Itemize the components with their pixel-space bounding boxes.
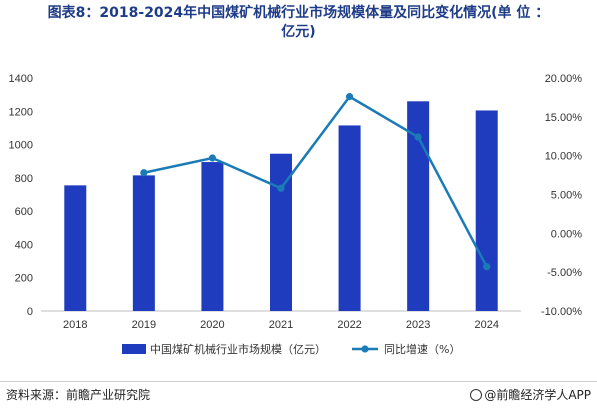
y-right-tick-label: 10.00%	[545, 151, 583, 163]
bar	[132, 175, 155, 311]
bar	[338, 125, 361, 311]
chart-title: 图表8：2018-2024年中国煤矿机械行业市场规模体量及同比变化情况(单 位 …	[0, 4, 597, 42]
growth-point	[208, 154, 217, 162]
growth-point	[345, 93, 354, 101]
brand-logo-icon	[470, 389, 483, 401]
footer: 资料来源：前瞻产业研究院 @前瞻经济学人APP	[0, 381, 597, 410]
y-right-tick-label: 5.00%	[551, 190, 582, 202]
x-tick-label: 2020	[200, 319, 224, 331]
y-left-tick-label: 600	[15, 206, 33, 218]
growth-point	[277, 184, 285, 192]
y-right-tick-label: 20.00%	[545, 73, 583, 85]
growth-point	[414, 133, 422, 141]
y-left-tick-label: 200	[15, 273, 33, 285]
x-tick-label: 2023	[406, 319, 430, 331]
y-left-tick-label: 1400	[9, 73, 33, 85]
bar	[64, 185, 87, 311]
bar	[270, 153, 292, 311]
y-left-tick-label: 0	[27, 306, 33, 318]
bar	[475, 110, 498, 311]
x-tick-label: 2021	[269, 319, 293, 331]
y-right-tick-label: 0.00%	[551, 228, 582, 240]
chart-title-line-2: 亿元)	[281, 24, 316, 40]
y-right-tick-label: -5.00%	[547, 267, 582, 279]
growth-point	[140, 169, 148, 177]
y-left-tick-label: 800	[15, 173, 33, 185]
bar	[407, 101, 430, 311]
legend-line-label: 同比增速（%）	[384, 342, 460, 356]
growth-line	[143, 94, 488, 268]
legend-line-marker	[361, 345, 369, 353]
bar	[201, 162, 224, 311]
chart-title-line-1: 图表8：2018-2024年中国煤矿机械行业市场规模体量及同比变化情况(单 位 …	[47, 5, 550, 21]
brand-text: @前瞻经济学人APP	[484, 388, 591, 402]
x-tick-label: 2019	[132, 319, 156, 331]
brand-label: @前瞻经济学人APP	[470, 386, 591, 403]
legend-bar-label: 中国煤矿机械行业市场规模（亿元）	[150, 342, 326, 356]
y-left-tick-label: 400	[15, 239, 33, 251]
legend-bar-swatch	[122, 344, 146, 354]
y-left-tick-label: 1000	[9, 140, 33, 152]
y-left-tick-label: 1200	[9, 106, 33, 118]
x-tick-label: 2024	[474, 319, 498, 331]
y-right-tick-label: -10.00%	[541, 306, 582, 318]
source-note: 资料来源：前瞻产业研究院	[6, 388, 151, 402]
x-tick-label: 2022	[337, 319, 361, 331]
x-tick-label: 2018	[63, 319, 87, 331]
combo-chart: 0 200 400 600 800 1000 1200 1400 -10.00% -5.00% 0.…	[9, 73, 583, 356]
y-right-tick-label: 15.00%	[545, 112, 583, 124]
growth-point	[483, 263, 491, 271]
